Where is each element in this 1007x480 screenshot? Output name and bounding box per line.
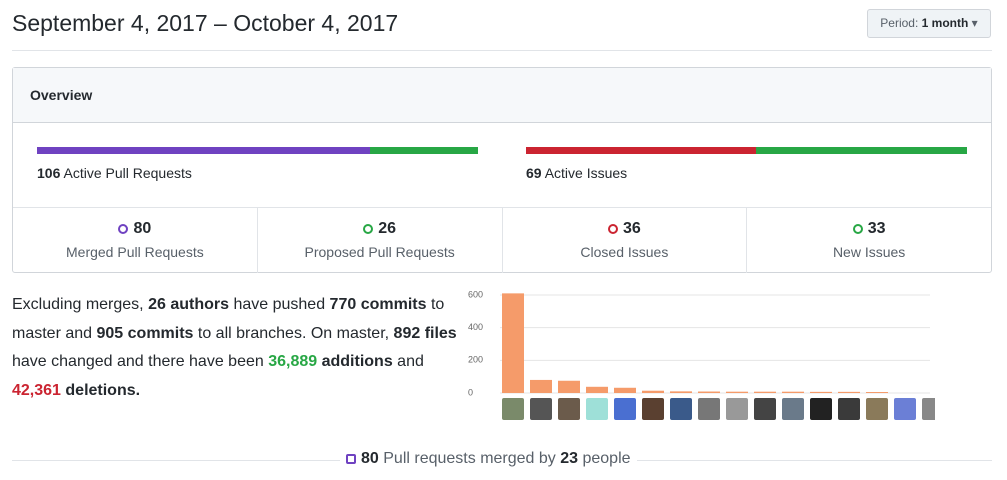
stat-icon: [363, 224, 374, 234]
meter-segment: [37, 147, 370, 154]
author-avatar: [894, 398, 916, 420]
pr-count: 106: [37, 165, 61, 181]
author-avatar: [530, 398, 552, 420]
text: have pushed: [233, 296, 326, 313]
author-avatar: [782, 398, 804, 420]
text: 26 authors: [148, 296, 229, 313]
overview-box: Overview 106 Active Pull Requests 69 Act…: [12, 67, 992, 273]
stat-number: 80: [13, 220, 257, 238]
stat-label: Proposed Pull Requests: [304, 244, 455, 260]
stat-label: Closed Issues: [580, 244, 669, 260]
text: to master and: [12, 296, 445, 342]
footer-suffix: people: [582, 450, 631, 467]
bar: [726, 391, 748, 393]
issue-summary: 69 Active Issues: [526, 165, 627, 181]
divider: [12, 50, 992, 51]
text: 892 files: [393, 324, 457, 342]
author-avatar: [754, 398, 776, 420]
text: 770 commits: [329, 296, 427, 313]
bar: [698, 391, 720, 393]
author-avatar: [810, 398, 832, 420]
bar: [810, 391, 832, 393]
author-avatar: [866, 398, 888, 420]
stat-value: 33: [867, 220, 886, 237]
stat-value: 26: [378, 220, 397, 237]
text: deletions.: [65, 381, 141, 399]
pr-label: Active Pull Requests: [63, 165, 192, 181]
stat: 80 Merged Pull Requests: [13, 208, 257, 273]
text: 42,361: [12, 381, 61, 399]
bar: [614, 387, 636, 393]
stat-value: 80: [133, 220, 152, 237]
page-title: September 4, 2017 – October 4, 2017: [12, 10, 399, 36]
period-label: Period:: [880, 16, 919, 30]
text: Excluding merges,: [12, 296, 144, 313]
bar: [866, 392, 888, 393]
author-avatar: [922, 398, 935, 420]
footer-count: 80: [361, 450, 379, 467]
bar: [586, 386, 608, 393]
author-avatar: [502, 398, 524, 420]
bar: [558, 380, 580, 393]
summary: Excluding merges, 26 authors have pushed…: [12, 291, 457, 405]
author-avatar: [670, 398, 692, 420]
text: to all branches. On master,: [197, 324, 390, 342]
bar: [670, 391, 692, 393]
author-avatar: [698, 398, 720, 420]
text: additions: [321, 353, 393, 370]
stat-icon: [852, 224, 863, 234]
meter-segment: [369, 147, 478, 154]
stat-row: 80 Merged Pull Requests 26 Proposed Pull Re…: [13, 207, 991, 273]
text: 905 commits: [96, 324, 194, 342]
pr-meter: [37, 147, 478, 154]
stat-icon: [607, 224, 618, 234]
footer-text: Pull requests merged by: [383, 450, 556, 467]
footer: 80 Pull requests merged by 23 people: [340, 450, 637, 468]
y-tick-label: 600: [468, 289, 483, 299]
overview-title: Overview: [13, 68, 991, 123]
stat-value: 36: [622, 220, 641, 237]
bar: [754, 391, 776, 393]
y-tick-label: 200: [468, 355, 483, 365]
y-tick-label: 400: [468, 322, 483, 332]
stat: 26 Proposed Pull Requests: [256, 208, 502, 273]
stat-number: 33: [747, 220, 991, 238]
author-avatar: [726, 398, 748, 420]
author-avatar: [614, 398, 636, 420]
author-avatar: [642, 398, 664, 420]
bar: [530, 379, 552, 393]
author-avatar: [586, 398, 608, 420]
author-avatar: [558, 398, 580, 420]
meter-segment: [526, 147, 757, 154]
pr-summary: 106 Active Pull Requests: [37, 165, 192, 181]
period-button[interactable]: Period: 1 month ▾: [867, 9, 991, 38]
bar: [642, 390, 664, 393]
text: have changed and there have been: [12, 353, 264, 370]
period-value: 1 month: [921, 16, 969, 30]
bar: [502, 293, 524, 393]
commit-chart: 0 200 400 600: [468, 289, 935, 420]
bar: [782, 391, 804, 393]
footer-people: 23: [560, 450, 579, 467]
stat: 33 New Issues: [746, 208, 991, 273]
text: 36,889: [268, 353, 318, 370]
stat-label: Merged Pull Requests: [66, 244, 204, 260]
author-avatar: [838, 398, 860, 420]
meter-segment: [756, 147, 967, 154]
stat-number: 36: [503, 220, 747, 238]
y-tick-label: 0: [468, 387, 473, 397]
stat-icon: [118, 224, 129, 234]
stat-number: 26: [258, 220, 502, 238]
stat: 36 Closed Issues: [501, 208, 747, 273]
text: and: [397, 353, 424, 370]
issue-count: 69: [526, 165, 542, 181]
issue-meter: [526, 147, 967, 154]
stat-label: New Issues: [832, 244, 906, 260]
issue-label: Active Issues: [544, 165, 628, 181]
bar: [838, 391, 860, 393]
